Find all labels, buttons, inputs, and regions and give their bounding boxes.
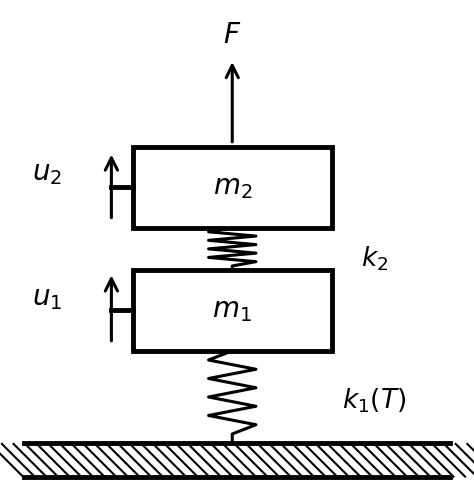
Text: $m_2$: $m_2$ bbox=[212, 174, 252, 201]
Text: $m_1$: $m_1$ bbox=[212, 297, 252, 324]
Text: $k_2$: $k_2$ bbox=[361, 244, 388, 273]
Bar bbox=[133, 270, 332, 351]
Text: $F$: $F$ bbox=[223, 22, 241, 49]
Text: $u_1$: $u_1$ bbox=[32, 285, 63, 312]
Bar bbox=[133, 147, 332, 228]
Bar bbox=[24, 443, 450, 477]
Text: $u_2$: $u_2$ bbox=[32, 160, 63, 186]
Text: $k_1(T)$: $k_1(T)$ bbox=[342, 387, 407, 415]
